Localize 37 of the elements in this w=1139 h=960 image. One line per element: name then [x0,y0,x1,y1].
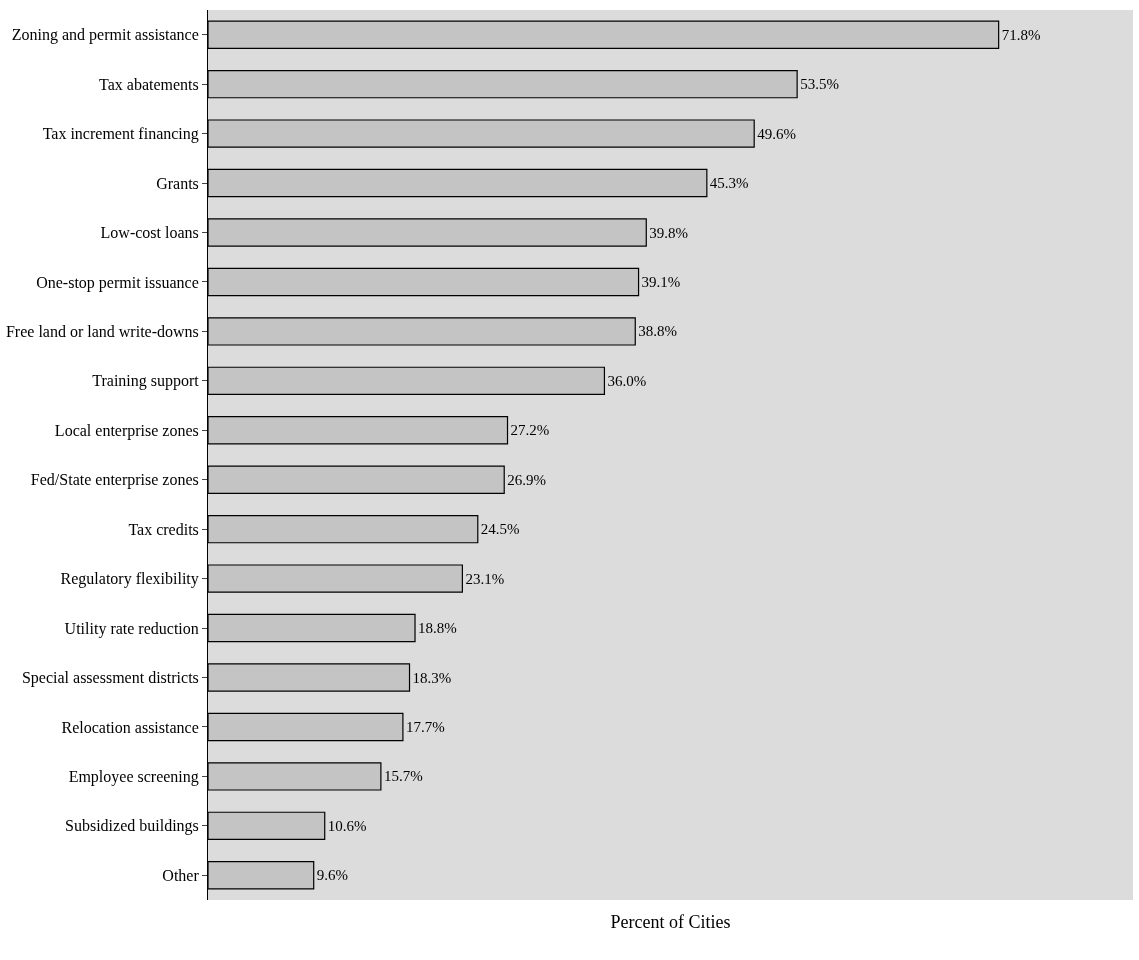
data-label: 39.1% [641,273,681,290]
data-label: 45.3% [709,175,749,192]
data-label: 71.8% [1001,26,1041,43]
y-tick-label: Subsidized buildings [65,817,199,836]
y-tick-label: Grants [156,174,199,192]
y-tick-label: Regulatory flexibility [60,570,199,589]
y-tick-label: Tax increment financing [42,125,199,144]
data-label: 18.3% [412,669,452,686]
data-label: 17.7% [405,718,445,735]
data-label: 23.1% [465,570,505,587]
y-tick-label: Free land or land write-downs [5,322,199,340]
y-tick-label: Tax abatements [99,75,199,93]
data-label: 39.8% [649,224,689,241]
y-tick-label: One-stop permit issuance [36,273,199,292]
y-tick-label: Employee screening [68,767,199,786]
y-tick-label: Other [162,866,200,884]
data-label: 53.5% [800,76,839,93]
data-label: 15.7% [383,768,423,785]
data-label: 24.5% [480,521,520,538]
data-label: 10.6% [327,817,367,834]
data-label: 38.8% [638,323,678,340]
data-label: 27.2% [510,422,550,439]
y-tick-label: Low-cost loans [100,224,199,242]
y-tick-label: Special assessment districts [21,669,199,688]
y-tick-label: Relocation assistance [61,718,199,736]
y-tick-label: Local enterprise zones [54,421,199,440]
data-label: 49.6% [757,125,796,142]
data-label: 18.8% [418,620,457,637]
x-axis-title: Percent of Cities [610,912,731,933]
y-tick-label: Zoning and permit assistance [11,26,199,45]
y-tick-label: Utility rate reduction [64,619,199,638]
data-label: 9.6% [316,867,348,884]
y-tick-label: Training support [92,372,200,391]
y-tick-label: Tax credits [128,520,199,538]
data-label: 36.0% [607,372,647,389]
data-label: 26.9% [507,471,546,488]
y-tick-label: Fed/State enterprise zones [30,471,199,490]
